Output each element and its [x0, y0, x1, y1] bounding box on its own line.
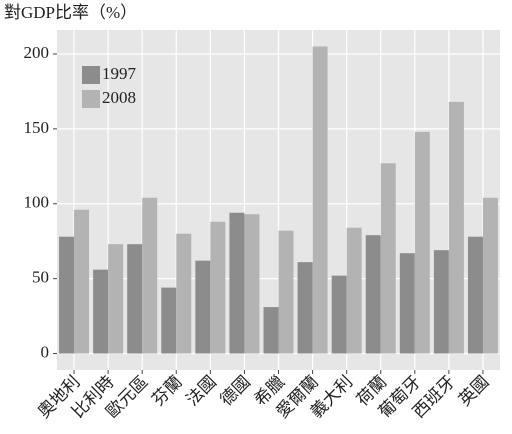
bar [346, 227, 362, 354]
x-tick-label: 芬蘭 [148, 372, 185, 409]
bar [365, 235, 381, 354]
bar [210, 221, 226, 354]
x-tick-label: 英國 [455, 372, 492, 409]
chart-title: 對GDP比率（%） [4, 3, 137, 22]
y-tick-label: 150 [24, 118, 50, 137]
bar [399, 253, 415, 354]
bar [482, 197, 498, 354]
bar [195, 260, 211, 354]
bar [433, 250, 449, 354]
bar [414, 131, 430, 354]
bar [93, 269, 109, 354]
bar [59, 236, 75, 354]
bar [244, 214, 260, 354]
bar [448, 101, 464, 354]
y-tick-label: 100 [24, 193, 50, 212]
bar [467, 236, 483, 354]
bar [312, 46, 328, 354]
bar [176, 233, 192, 354]
bar [74, 209, 90, 354]
bar [142, 197, 158, 354]
legend-swatch [82, 66, 100, 84]
y-tick-label: 0 [41, 342, 50, 361]
legend-label: 2008 [102, 88, 136, 107]
bar [108, 244, 124, 354]
bar [161, 287, 177, 354]
x-tick-label: 法國 [182, 372, 219, 409]
legend-label: 1997 [102, 64, 137, 83]
bar [380, 163, 396, 354]
bar [229, 212, 245, 354]
bar [297, 262, 313, 354]
bar [127, 244, 143, 354]
y-tick-label: 50 [32, 268, 49, 287]
bar [278, 230, 294, 354]
y-tick-label: 200 [24, 43, 50, 62]
x-tick-label: 德國 [217, 372, 254, 409]
bar [263, 307, 279, 354]
legend-swatch [82, 90, 100, 108]
bar [331, 275, 347, 354]
